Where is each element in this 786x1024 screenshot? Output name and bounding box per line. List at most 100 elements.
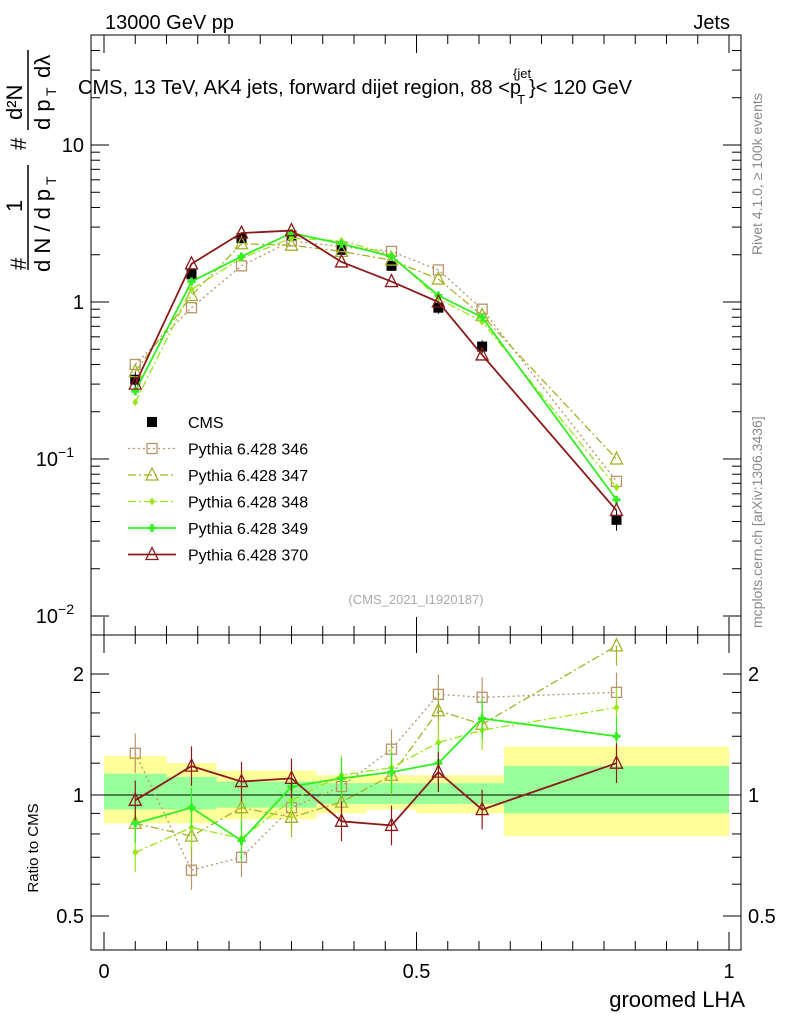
main-panel: 10−2 10−1 1 10 CMS, 13 TeV, AK4 jets, forwa… bbox=[36, 34, 742, 636]
ratio-y-tick-label: 2 bbox=[73, 664, 84, 686]
x-tick-label: 1 bbox=[723, 961, 734, 983]
legend-marker bbox=[147, 417, 157, 427]
main-point bbox=[431, 270, 446, 285]
main-point bbox=[237, 252, 246, 261]
main-ticks: 10−2 10−1 1 10 bbox=[36, 35, 741, 635]
main-series-2 bbox=[128, 235, 624, 465]
main-point bbox=[184, 287, 199, 302]
ratio-point bbox=[284, 769, 299, 785]
main-point bbox=[337, 239, 346, 248]
x-axis-ticks: 0 0.5 1 bbox=[98, 961, 734, 983]
main-point bbox=[384, 273, 399, 288]
legend-marker bbox=[144, 546, 160, 561]
ratio-bands bbox=[104, 746, 729, 837]
x-tick-label: 0.5 bbox=[403, 961, 431, 983]
ratio-point bbox=[234, 773, 249, 788]
ratio-point bbox=[184, 757, 199, 772]
ratio-point bbox=[185, 864, 198, 876]
ratio-y-tick-label: 1 bbox=[73, 785, 84, 807]
main-point bbox=[187, 277, 196, 286]
legend-label: Pythia 6.428 348 bbox=[188, 495, 308, 512]
y-label-fraction-bottom: d N / d p bbox=[30, 189, 55, 272]
main-point bbox=[234, 224, 249, 239]
main-series-5 bbox=[128, 222, 624, 517]
y-axis-label-main: # 1 d N / d p T # d²N d p T dλ bbox=[2, 50, 59, 272]
legend-label: CMS bbox=[188, 415, 224, 432]
legend-label: Pythia 6.428 347 bbox=[188, 468, 308, 485]
main-point bbox=[131, 387, 140, 396]
main-line-4 bbox=[134, 232, 618, 501]
y-label-fraction-top: 1 bbox=[2, 200, 27, 212]
x-tick-label: 0 bbox=[98, 961, 109, 983]
ratio-panel: 0.5 0.5 1 1 2 2 bbox=[56, 634, 776, 951]
y-label-d2n: d²N bbox=[2, 85, 27, 120]
main-y-tick-label: 10−1 bbox=[36, 444, 74, 471]
main-point bbox=[128, 375, 143, 390]
main-point bbox=[475, 346, 490, 361]
watermark: (CMS_2021_I1920187) bbox=[348, 592, 483, 607]
main-point bbox=[186, 269, 197, 280]
main-point bbox=[184, 255, 199, 270]
legend-label: Pythia 6.428 346 bbox=[188, 442, 308, 459]
main-y-tick-label: 10−2 bbox=[36, 601, 74, 628]
ratio-point bbox=[613, 703, 620, 712]
main-series-4 bbox=[131, 229, 621, 504]
ratio-point bbox=[475, 801, 490, 816]
legend-label: Pythia 6.428 370 bbox=[188, 548, 308, 565]
ratio-point bbox=[609, 637, 624, 652]
main-line-5 bbox=[134, 229, 618, 512]
legend: CMS Pythia 6.428 346 Pythia 6.428 347 Pythi… bbox=[128, 415, 308, 565]
y-label-dpt: d p bbox=[30, 99, 55, 130]
plot-title: CMS, 13 TeV, AK4 jets, forward dijet reg… bbox=[78, 66, 633, 107]
main-point bbox=[234, 235, 249, 250]
side-label-mcplots: mcplots.cern.ch [arXiv:1306.3436] bbox=[749, 416, 765, 628]
y-label-hash-right: # bbox=[6, 137, 31, 150]
main-point bbox=[387, 252, 396, 261]
ratio-point bbox=[234, 799, 249, 814]
ratio-y-tick-label-right: 1 bbox=[748, 785, 759, 807]
main-frame bbox=[90, 34, 742, 636]
ratio-point bbox=[131, 819, 140, 828]
main-point bbox=[386, 260, 397, 271]
main-point bbox=[129, 358, 141, 371]
main-point bbox=[188, 285, 195, 294]
main-point bbox=[433, 302, 444, 313]
legend-marker bbox=[146, 442, 158, 455]
main-point bbox=[185, 302, 198, 314]
legend-marker bbox=[149, 497, 155, 506]
main-point bbox=[611, 514, 622, 525]
ratio-series bbox=[128, 637, 624, 890]
ratio-point bbox=[188, 823, 195, 832]
ratio-point bbox=[384, 816, 399, 832]
legend-label: Pythia 6.428 349 bbox=[188, 521, 308, 538]
main-line-2 bbox=[134, 243, 617, 460]
ratio-point bbox=[612, 732, 621, 741]
main-series bbox=[128, 222, 624, 531]
header-right: Jets bbox=[693, 12, 730, 34]
ratio-y-tick-label: 0.5 bbox=[56, 906, 84, 928]
main-point bbox=[431, 293, 446, 308]
ratio-line-1 bbox=[135, 645, 617, 837]
main-point bbox=[287, 229, 296, 238]
ratio-series-4 bbox=[128, 743, 624, 846]
y-label-hash-left: # bbox=[6, 257, 31, 270]
main-point bbox=[478, 313, 487, 322]
main-point bbox=[334, 242, 349, 258]
header-left: 13000 GeV pp bbox=[105, 12, 234, 34]
ratio-y-tick-label-right: 0.5 bbox=[748, 906, 776, 928]
ratio-point bbox=[237, 836, 246, 845]
side-label-rivet: Rivet 4.1.0, ≥ 100k events bbox=[749, 93, 765, 255]
main-point bbox=[334, 253, 349, 268]
main-point bbox=[613, 483, 620, 492]
main-y-tick-label: 1 bbox=[73, 292, 84, 314]
ratio-point bbox=[129, 747, 141, 759]
main-point bbox=[130, 374, 141, 385]
main-point bbox=[132, 398, 139, 407]
ratio-point bbox=[478, 714, 487, 723]
ratio-point bbox=[334, 812, 349, 827]
legend-marker bbox=[148, 524, 156, 532]
main-y-tick-label: 10 bbox=[62, 135, 84, 157]
main-point bbox=[284, 236, 299, 251]
ratio-point bbox=[128, 791, 143, 806]
